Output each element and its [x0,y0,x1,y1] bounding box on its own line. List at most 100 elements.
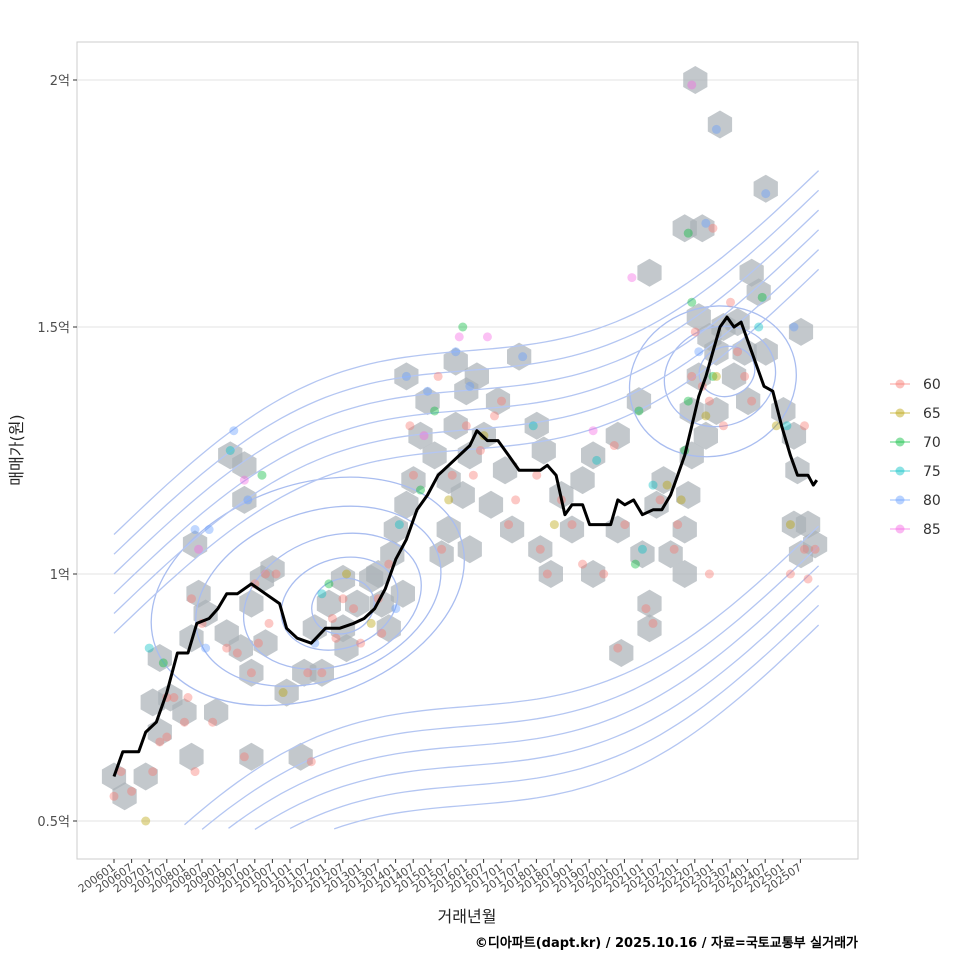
hexbin [316,589,341,618]
data-point-80 [201,643,211,653]
data-point-60 [148,767,158,777]
data-point-65 [549,520,559,530]
data-point-85 [454,332,464,342]
hexbin [193,599,218,628]
data-point-80 [423,386,433,396]
legend: 60 65 70 75 80 85 [890,377,941,538]
hexbin [605,421,630,450]
hexbin [524,411,549,440]
trend-line-layer [112,315,819,778]
data-point-75 [394,520,404,530]
data-point-80 [701,218,711,228]
data-point-60 [127,786,137,796]
data-point-60 [447,470,457,480]
hexbin [112,782,137,811]
data-point-60 [356,638,366,648]
hexbin [676,481,701,509]
legend-label-70: 70 [923,435,941,451]
data-point-80 [243,495,253,505]
data-point-60 [303,668,313,678]
data-point-60 [327,613,337,623]
hexbin [788,317,814,346]
hexbin [507,342,532,371]
data-point-65 [342,569,352,579]
data-point-60 [803,574,813,584]
data-point-70 [683,396,693,406]
data-point-85 [627,273,637,283]
data-point-60 [669,544,679,554]
caption: ©디아파트(dapt.kr) / 2025.10.16 / 자료=국토교통부 실… [475,935,858,951]
data-point-60 [190,767,200,777]
hexbin [478,490,504,519]
gridlines [77,79,858,822]
hexbin [531,436,556,465]
data-point-60 [733,347,743,357]
hexbin [570,466,595,495]
hexbin [637,258,662,287]
data-point-65 [662,480,672,490]
density-contour [628,305,797,458]
data-point-60 [475,446,485,455]
data-point-60 [222,643,232,653]
legend-key-75 [895,466,905,476]
hexbin [253,629,278,658]
hexbin [690,214,715,243]
hexbin [204,698,229,727]
y-axis: 0.5억 1억 1.5억 2억 [37,74,77,830]
data-point-70 [257,470,267,480]
data-point-60 [613,643,623,653]
legend-key-65 [895,408,905,418]
density-contour [242,532,422,670]
density-contour-band [184,525,820,826]
hexbin [345,589,370,618]
data-point-60 [673,520,683,530]
y-tick-label: 1.5억 [37,321,70,336]
hexbin [721,362,747,391]
hexbin [609,639,634,667]
data-point-70 [630,559,640,569]
hexbin [500,515,525,544]
hexbin [302,614,327,643]
density-contour-layer [113,170,820,830]
hexbin [785,456,810,485]
data-point-75 [754,322,764,332]
data-point-75 [144,643,154,653]
data-point-60 [331,633,341,643]
hexbin [182,530,208,559]
data-point-60 [162,732,172,742]
data-point-60 [169,693,179,702]
data-point-80 [518,352,528,362]
data-point-60 [208,717,218,727]
hexbin [637,589,662,618]
data-point-80 [711,124,721,134]
hexbin [454,377,479,406]
data-point-80 [190,525,200,535]
data-point-60 [535,544,545,554]
data-point-60 [726,297,736,307]
data-point-60 [433,371,443,381]
data-point-85 [194,544,204,554]
hexbin [803,530,828,559]
data-point-75 [648,480,658,490]
data-point-60 [377,628,387,638]
density-contour-band [228,565,820,829]
data-point-60 [504,520,514,530]
hexbin [380,540,405,569]
data-point-75 [782,421,792,431]
data-point-60 [810,544,820,554]
legend-label-80: 80 [923,493,941,509]
data-point-60 [747,396,757,406]
data-point-65 [278,688,288,698]
hexbin [637,614,662,643]
data-point-60 [620,520,630,530]
hexbin [753,174,778,203]
density-contour-band [289,604,820,829]
density-contour-band [254,585,820,830]
data-point-80 [204,525,214,535]
hexbin [707,110,733,139]
hexbin [443,411,468,440]
data-point-85 [482,332,492,342]
hexbin [228,634,253,663]
data-point-70 [683,228,693,238]
